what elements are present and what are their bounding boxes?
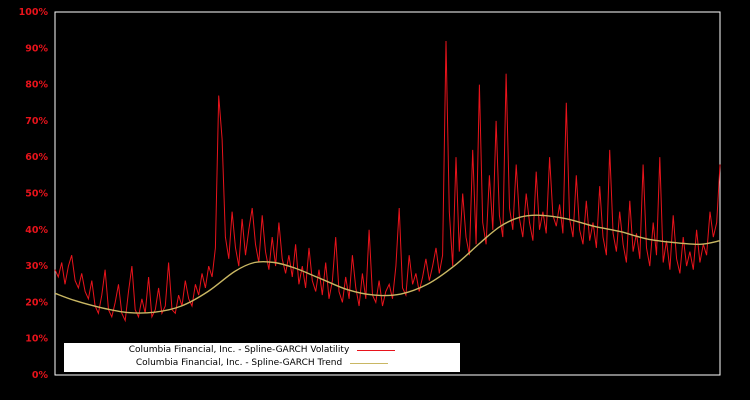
legend-item-trend: Columbia Financial, Inc. - Spline-GARCH … (64, 357, 460, 370)
y-tick-label: 70% (25, 116, 48, 127)
legend-line-volatility-swatch (357, 350, 396, 351)
legend-label-volatility: Columbia Financial, Inc. - Spline-GARCH … (128, 345, 350, 355)
y-tick-label: 90% (25, 43, 48, 54)
y-tick-label: 0% (32, 370, 49, 381)
y-tick-label: 20% (25, 297, 48, 308)
legend-item-volatility: Columbia Financial, Inc. - Spline-GARCH … (64, 344, 460, 357)
y-tick-label: 30% (25, 261, 48, 272)
y-tick-label: 10% (25, 334, 48, 345)
y-tick-label: 60% (25, 152, 48, 163)
y-tick-label: 40% (25, 225, 48, 236)
legend-label-trend: Columbia Financial, Inc. - Spline-GARCH … (135, 358, 343, 368)
chart-legend: Columbia Financial, Inc. - Spline-GARCH … (64, 343, 460, 372)
y-tick-label: 80% (25, 80, 48, 91)
y-tick-label: 50% (25, 189, 48, 200)
legend-line-trend-swatch (350, 363, 389, 364)
y-tick-label: 100% (19, 7, 49, 18)
